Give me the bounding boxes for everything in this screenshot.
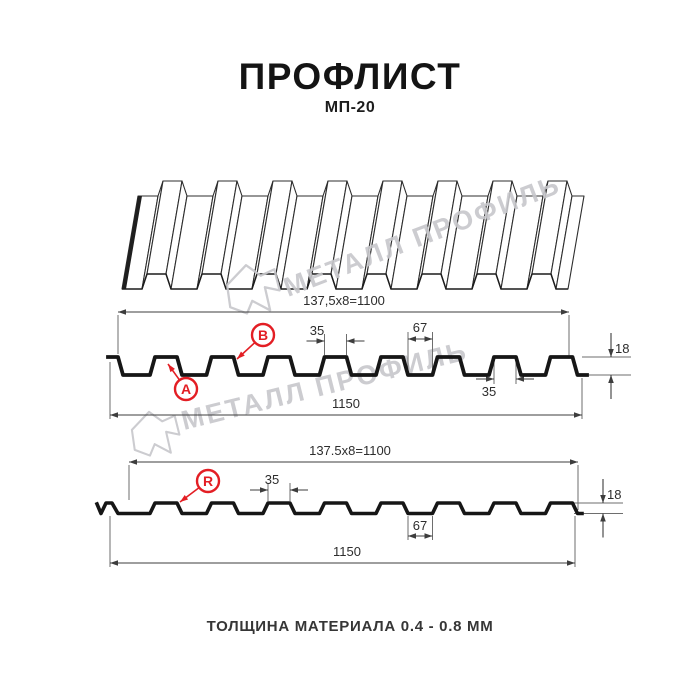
thickness-note: ТОЛЩИНА МАТЕРИАЛА 0.4 - 0.8 ММ <box>206 618 494 635</box>
product-model: МП-20 <box>324 99 376 116</box>
svg-text:1150: 1150 <box>333 544 361 559</box>
svg-text:В: В <box>258 327 268 343</box>
sheet-3d <box>121 180 585 290</box>
profile-outline <box>94 501 584 516</box>
svg-text:А: А <box>181 381 191 397</box>
svg-text:18: 18 <box>615 341 629 356</box>
page-title: ПРОФЛИСТ <box>238 56 462 97</box>
svg-text:35: 35 <box>482 384 496 399</box>
svg-text:35: 35 <box>265 472 279 487</box>
svg-text:18: 18 <box>607 487 621 502</box>
diagram-side-ab: 137,5x8=1100 35 67 35 18 1150 А В <box>106 293 631 419</box>
diagram-side-r: 137.5x8=1100 35 67 18 1150 R <box>94 443 623 567</box>
callout-В: В <box>236 322 276 360</box>
profile-outline <box>106 355 589 377</box>
svg-text:R: R <box>203 473 213 489</box>
svg-text:67: 67 <box>413 320 427 335</box>
svg-text:67: 67 <box>413 518 427 533</box>
svg-text:35: 35 <box>310 323 324 338</box>
svg-text:1150: 1150 <box>332 396 360 411</box>
callout-R: R <box>179 468 221 503</box>
svg-text:137.5x8=1100: 137.5x8=1100 <box>309 443 391 458</box>
svg-text:137,5x8=1100: 137,5x8=1100 <box>303 293 385 308</box>
callout-А: А <box>167 363 199 402</box>
